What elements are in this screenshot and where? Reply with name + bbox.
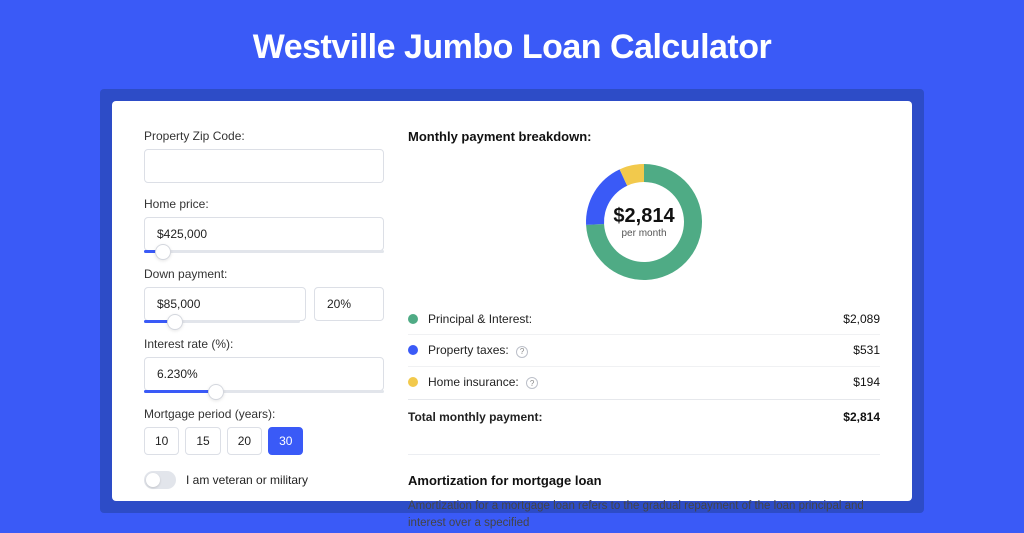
donut-chart-wrap: $2,814 per month — [408, 158, 880, 286]
interest-rate-label: Interest rate (%): — [144, 337, 384, 351]
breakdown-column: Monthly payment breakdown: $2,814 per mo… — [408, 129, 880, 473]
mortgage-period-label: Mortgage period (years): — [144, 407, 384, 421]
home-price-input[interactable] — [144, 217, 384, 251]
mortgage-period-btn-20[interactable]: 20 — [227, 427, 262, 455]
interest-rate-slider[interactable] — [144, 390, 384, 393]
legend-label: Property taxes: ? — [428, 343, 843, 358]
down-payment-slider-handle[interactable] — [167, 314, 183, 330]
donut-center-label: per month — [621, 228, 666, 239]
total-label: Total monthly payment: — [408, 410, 843, 424]
home-price-slider-handle[interactable] — [155, 244, 171, 260]
legend-label: Home insurance: ? — [428, 375, 843, 390]
interest-rate-slider-fill — [144, 390, 216, 393]
donut-center-amount: $2,814 — [613, 205, 675, 227]
total-value: $2,814 — [843, 410, 880, 424]
veteran-label: I am veteran or military — [186, 473, 308, 487]
home-price-label: Home price: — [144, 197, 384, 211]
legend-row: Home insurance: ? $194 — [408, 367, 880, 398]
amortization-text: Amortization for a mortgage loan refers … — [408, 498, 880, 533]
legend-value: $194 — [853, 375, 880, 389]
legend-dot — [408, 345, 418, 355]
mortgage-period-buttons: 10152030 — [144, 427, 384, 455]
mortgage-period-btn-15[interactable]: 15 — [185, 427, 220, 455]
zip-field-group: Property Zip Code: — [144, 129, 384, 183]
mortgage-period-btn-10[interactable]: 10 — [144, 427, 179, 455]
amortization-heading: Amortization for mortgage loan — [408, 454, 880, 488]
zip-input[interactable] — [144, 149, 384, 183]
mortgage-period-btn-30[interactable]: 30 — [268, 427, 303, 455]
legend-value: $2,089 — [843, 312, 880, 326]
page-title: Westville Jumbo Loan Calculator — [20, 0, 1004, 89]
calculator-frame: Property Zip Code: Home price: Down paym… — [100, 89, 924, 513]
mortgage-period-field-group: Mortgage period (years): 10152030 — [144, 407, 384, 455]
down-payment-field-group: Down payment: — [144, 267, 384, 323]
legend-row: Property taxes: ? $531 — [408, 335, 880, 367]
down-payment-slider[interactable] — [144, 320, 300, 323]
home-price-field-group: Home price: — [144, 197, 384, 253]
legend-row: Principal & Interest: $2,089 — [408, 304, 880, 335]
legend-dot — [408, 377, 418, 387]
total-row: Total monthly payment: $2,814 — [408, 399, 880, 434]
breakdown-legend: Principal & Interest: $2,089 Property taxe… — [408, 304, 880, 397]
legend-dot — [408, 314, 418, 324]
zip-label: Property Zip Code: — [144, 129, 384, 143]
info-icon[interactable]: ? — [526, 377, 538, 389]
info-icon[interactable]: ? — [516, 346, 528, 358]
interest-rate-field-group: Interest rate (%): — [144, 337, 384, 393]
breakdown-heading: Monthly payment breakdown: — [408, 129, 880, 144]
home-price-slider[interactable] — [144, 250, 384, 253]
form-column: Property Zip Code: Home price: Down paym… — [144, 129, 384, 473]
interest-rate-input[interactable] — [144, 357, 384, 391]
interest-rate-slider-handle[interactable] — [208, 384, 224, 400]
legend-label: Principal & Interest: — [428, 312, 833, 326]
legend-value: $531 — [853, 343, 880, 357]
veteran-toggle[interactable] — [144, 471, 176, 489]
down-payment-percent-input[interactable] — [314, 287, 384, 321]
down-payment-label: Down payment: — [144, 267, 384, 281]
donut-chart: $2,814 per month — [580, 158, 708, 286]
veteran-toggle-row: I am veteran or military — [144, 471, 384, 489]
calculator-card: Property Zip Code: Home price: Down paym… — [112, 101, 912, 501]
